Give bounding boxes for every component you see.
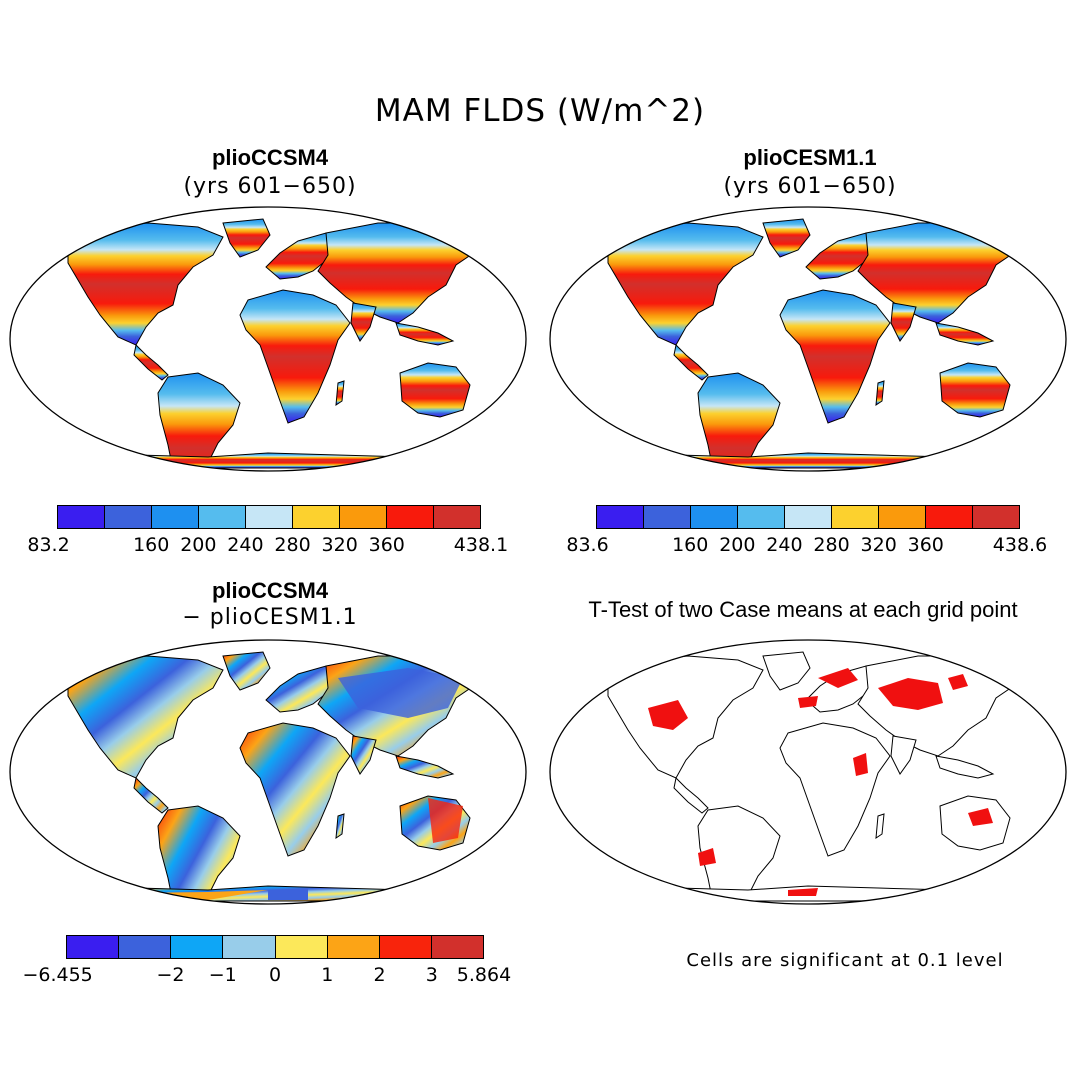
panel-a-subtitle: (yrs 601−650) — [183, 174, 357, 199]
colorbar-a-tick-label: 360 — [368, 534, 405, 556]
colorbar-b-tick-label: 320 — [860, 534, 897, 556]
colorbar-panel-a — [57, 505, 481, 529]
significance-note: Cells are significant at 0.1 level — [686, 950, 1004, 971]
panel-b-title: plioCESM1.1 — [743, 145, 877, 170]
colorbar-b-box — [926, 506, 973, 528]
colorbar-a-box — [152, 506, 199, 528]
colorbar-b-tick-label: 83.6 — [566, 534, 609, 556]
colorbar-c-tick-label: −2 — [156, 964, 185, 986]
colorbar-b-tick-label: 360 — [907, 534, 944, 556]
colorbar-c-tick-label: 2 — [373, 964, 386, 986]
colorbar-c-box — [223, 936, 276, 958]
colorbar-c-tick-label: 5.864 — [456, 964, 512, 986]
colorbar-b-box — [832, 506, 879, 528]
colorbar-c-box — [327, 936, 380, 958]
panel-a-title: plioCCSM4 — [211, 145, 329, 170]
colorbar-c-tick-label: 3 — [425, 964, 438, 986]
colorbar-b-tick-label: 280 — [813, 534, 850, 556]
colorbar-b-tick-label: 200 — [719, 534, 756, 556]
colorbar-panel-c — [66, 935, 484, 959]
map-panel-c — [9, 639, 527, 905]
colorbar-b-box — [879, 506, 926, 528]
colorbar-c-box — [171, 936, 224, 958]
colorbar-a-tick-label: 160 — [133, 534, 170, 556]
colorbar-a-tick-label: 280 — [274, 534, 311, 556]
colorbar-a-tick-label: 240 — [227, 534, 264, 556]
colorbar-a-tick-label: 83.2 — [27, 534, 70, 556]
colorbar-a-tick-label: 320 — [321, 534, 358, 556]
colorbar-c-tick-label: −6.455 — [22, 964, 93, 986]
colorbar-b-box — [738, 506, 785, 528]
colorbar-c-tick-label: 1 — [321, 964, 334, 986]
colorbar-panel-b — [596, 505, 1020, 529]
colorbar-a-box — [387, 506, 434, 528]
colorbar-a-tick-label: 438.1 — [453, 534, 509, 556]
map-panel-b — [549, 206, 1067, 472]
colorbar-a-box — [246, 506, 293, 528]
colorbar-b-tick-label: 240 — [766, 534, 803, 556]
colorbar-a-tick-label: 200 — [180, 534, 217, 556]
colorbar-b-tick-label: 160 — [672, 534, 709, 556]
colorbar-c-box — [67, 936, 120, 958]
colorbar-c-tick-label: 0 — [268, 964, 282, 986]
panel-d-title: T-Test of two Case means at each grid po… — [588, 597, 1018, 622]
map-panel-a — [9, 206, 527, 472]
colorbar-c-tick-label: −1 — [208, 964, 237, 986]
colorbar-b-box — [597, 506, 644, 528]
figure-title: MAM FLDS (W/m^2) — [374, 93, 706, 129]
colorbar-c-box — [379, 936, 432, 958]
colorbar-a-box — [58, 506, 105, 528]
colorbar-b-tick-label: 438.6 — [992, 534, 1048, 556]
panel-c-title: plioCCSM4 — [211, 578, 329, 603]
colorbar-a-box — [293, 506, 340, 528]
colorbar-c-box — [275, 936, 328, 958]
colorbar-a-box — [434, 506, 480, 528]
map-panel-d — [549, 639, 1067, 905]
panel-b-subtitle: (yrs 601−650) — [723, 174, 897, 199]
colorbar-a-box — [340, 506, 387, 528]
colorbar-b-box — [644, 506, 691, 528]
colorbar-c-box — [431, 936, 483, 958]
colorbar-b-box — [785, 506, 832, 528]
colorbar-b-box — [691, 506, 738, 528]
colorbar-b-box — [973, 506, 1019, 528]
colorbar-c-box — [119, 936, 172, 958]
colorbar-a-box — [199, 506, 246, 528]
panel-c-subtitle: − plioCESM1.1 — [182, 605, 358, 630]
colorbar-a-box — [105, 506, 152, 528]
